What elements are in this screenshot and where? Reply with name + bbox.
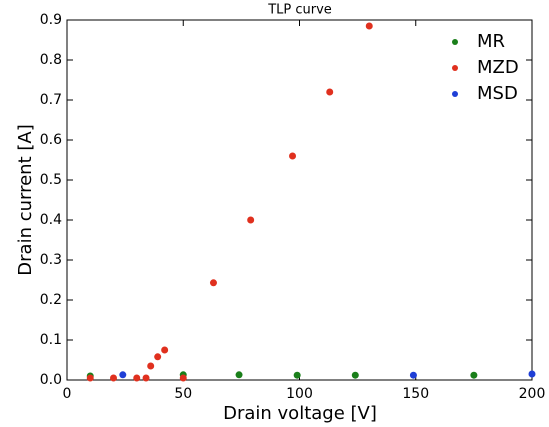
x-tick-label: 100 bbox=[286, 386, 313, 402]
point bbox=[326, 88, 334, 96]
y-tick-label: 0.9 bbox=[40, 12, 62, 28]
legend-label: MZD bbox=[477, 57, 519, 78]
point bbox=[110, 374, 117, 382]
x-tick-label: 200 bbox=[519, 386, 546, 402]
point bbox=[209, 279, 217, 287]
x-tick-label: 0 bbox=[63, 386, 72, 402]
y-axis-label: Drain current [A] bbox=[15, 124, 36, 275]
y-tick-label: 0.1 bbox=[40, 332, 62, 348]
point bbox=[133, 374, 141, 382]
point bbox=[154, 353, 162, 361]
point bbox=[470, 371, 478, 379]
y-tick-label: 0.5 bbox=[40, 172, 62, 188]
point bbox=[86, 374, 94, 382]
point bbox=[142, 374, 150, 382]
point bbox=[528, 370, 536, 378]
point bbox=[161, 346, 169, 354]
y-tick-label: 0.6 bbox=[40, 132, 62, 148]
y-tick-label: 0.2 bbox=[40, 292, 62, 308]
legend-marker bbox=[452, 91, 458, 97]
legend-marker bbox=[452, 65, 458, 71]
y-tick-label: 0.8 bbox=[40, 52, 62, 68]
plot-frame bbox=[66, 19, 533, 381]
point bbox=[365, 22, 373, 30]
point bbox=[293, 371, 301, 379]
y-tick-label: 0.4 bbox=[40, 212, 62, 228]
point bbox=[247, 216, 255, 224]
legend-label: MSD bbox=[477, 83, 518, 104]
point bbox=[289, 152, 297, 160]
point bbox=[409, 371, 417, 379]
point bbox=[119, 371, 127, 379]
legend-label: MR bbox=[477, 31, 505, 52]
legend-marker bbox=[452, 39, 458, 45]
y-tick-label: 0.7 bbox=[40, 92, 62, 108]
x-axis-label: Drain voltage [V] bbox=[223, 403, 377, 424]
point bbox=[179, 374, 187, 382]
y-tick-label: 0.3 bbox=[40, 252, 62, 268]
x-tick-label: 150 bbox=[402, 386, 429, 402]
x-tick-label: 50 bbox=[174, 386, 192, 402]
point bbox=[351, 371, 359, 379]
y-tick-label: 0.0 bbox=[40, 372, 62, 388]
point bbox=[147, 362, 155, 370]
point bbox=[235, 371, 243, 379]
chart-title: TLP curve bbox=[267, 3, 332, 18]
